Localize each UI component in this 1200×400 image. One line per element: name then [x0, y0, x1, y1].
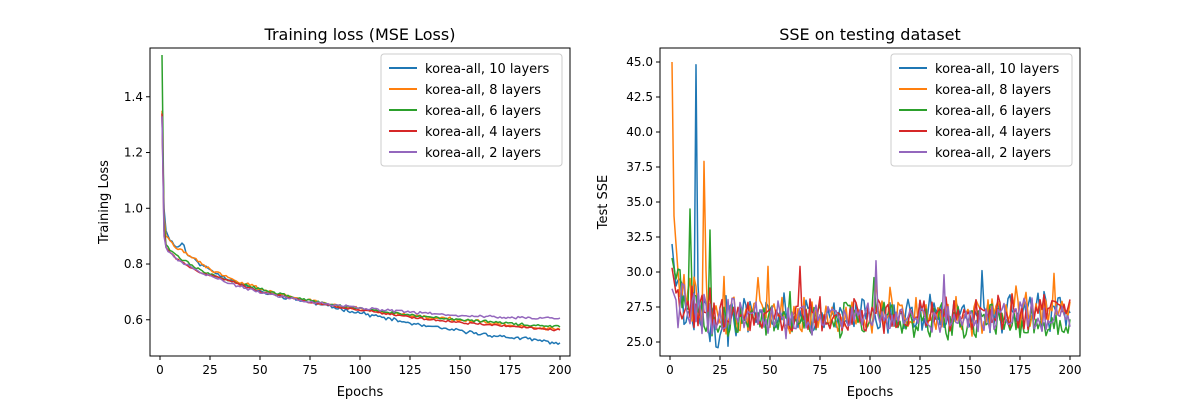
legend-frame	[890, 53, 1073, 167]
x-tick-label: 25	[712, 363, 727, 377]
series-line-4	[161, 113, 561, 332]
y-tick-label: 37.5	[626, 160, 653, 174]
series-lines	[161, 54, 561, 345]
chart-title: SSE on testing dataset	[779, 25, 961, 44]
axis-ticks: 0 25 50 75 100 125 150 175 200 0.6 0.8 1.0 1.2 1.4	[124, 90, 572, 377]
legend-entry: korea-all, 2 layers	[425, 146, 541, 161]
x-tick-label: 125	[909, 363, 932, 377]
y-axis-label: Training Loss	[97, 160, 112, 245]
legend-entry: korea-all, 6 layers	[935, 104, 1051, 119]
test-sse-chart: SSE on testing dataset Epochs Test SSE 0…	[596, 25, 1081, 400]
x-tick-label: 175	[1009, 363, 1032, 377]
legend-entry: korea-all, 10 layers	[425, 62, 549, 77]
x-tick-label: 150	[959, 363, 982, 377]
legend: korea-all, 10 layers korea-all, 8 layers k…	[890, 53, 1073, 167]
x-tick-label: 100	[859, 363, 882, 377]
legend-entry: korea-all, 4 layers	[425, 125, 541, 140]
x-tick-label: 200	[1059, 363, 1082, 377]
legend-entry: korea-all, 8 layers	[425, 83, 541, 98]
x-tick-label: 125	[399, 363, 422, 377]
x-tick-label: 100	[349, 363, 372, 377]
x-tick-label: 0	[156, 363, 164, 377]
legend-entry: korea-all, 2 layers	[935, 146, 1051, 161]
y-tick-label: 0.8	[124, 257, 143, 271]
y-tick-label: 40.0	[626, 125, 653, 139]
y-tick-label: 42.5	[626, 90, 653, 104]
legend-entry: korea-all, 8 layers	[935, 83, 1051, 98]
x-tick-label: 50	[762, 363, 777, 377]
y-tick-label: 1.4	[124, 90, 143, 104]
y-tick-label: 30.0	[626, 265, 653, 279]
training-loss-chart: Training loss (MSE Loss) Epochs Training…	[97, 25, 571, 400]
x-tick-label: 25	[202, 363, 217, 377]
x-tick-label: 150	[449, 363, 472, 377]
y-tick-label: 25.0	[626, 335, 653, 349]
y-tick-label: 35.0	[626, 195, 653, 209]
x-tick-label: 200	[549, 363, 572, 377]
axis-ticks: 0 25 50 75 100 125 150 175 200 25.0 27.5 30.0 32.5 35…	[626, 55, 1081, 377]
legend-entry: korea-all, 4 layers	[935, 125, 1051, 140]
legend-entry: korea-all, 6 layers	[425, 104, 541, 119]
x-tick-label: 0	[666, 363, 674, 377]
x-axis-label: Epochs	[337, 385, 384, 400]
chart-title: Training loss (MSE Loss)	[264, 25, 456, 44]
x-tick-label: 50	[252, 363, 267, 377]
x-tick-label: 75	[812, 363, 827, 377]
series-lines	[671, 61, 1071, 349]
series-line-5	[671, 260, 1071, 340]
legend-frame	[380, 53, 563, 167]
x-tick-label: 75	[302, 363, 317, 377]
series-line-5	[161, 116, 561, 320]
y-tick-label: 45.0	[626, 55, 653, 69]
y-tick-label: 1.0	[124, 201, 143, 215]
y-tick-label: 0.6	[124, 313, 143, 327]
x-axis-label: Epochs	[847, 385, 894, 400]
y-axis-label: Test SSE	[596, 175, 611, 230]
series-line-4	[671, 265, 1071, 335]
y-tick-label: 32.5	[626, 230, 653, 244]
y-tick-label: 1.2	[124, 146, 143, 160]
x-tick-label: 175	[499, 363, 522, 377]
legend: korea-all, 10 layers korea-all, 8 layers k…	[380, 53, 563, 167]
legend-entry: korea-all, 10 layers	[935, 62, 1059, 77]
y-tick-label: 27.5	[626, 300, 653, 314]
